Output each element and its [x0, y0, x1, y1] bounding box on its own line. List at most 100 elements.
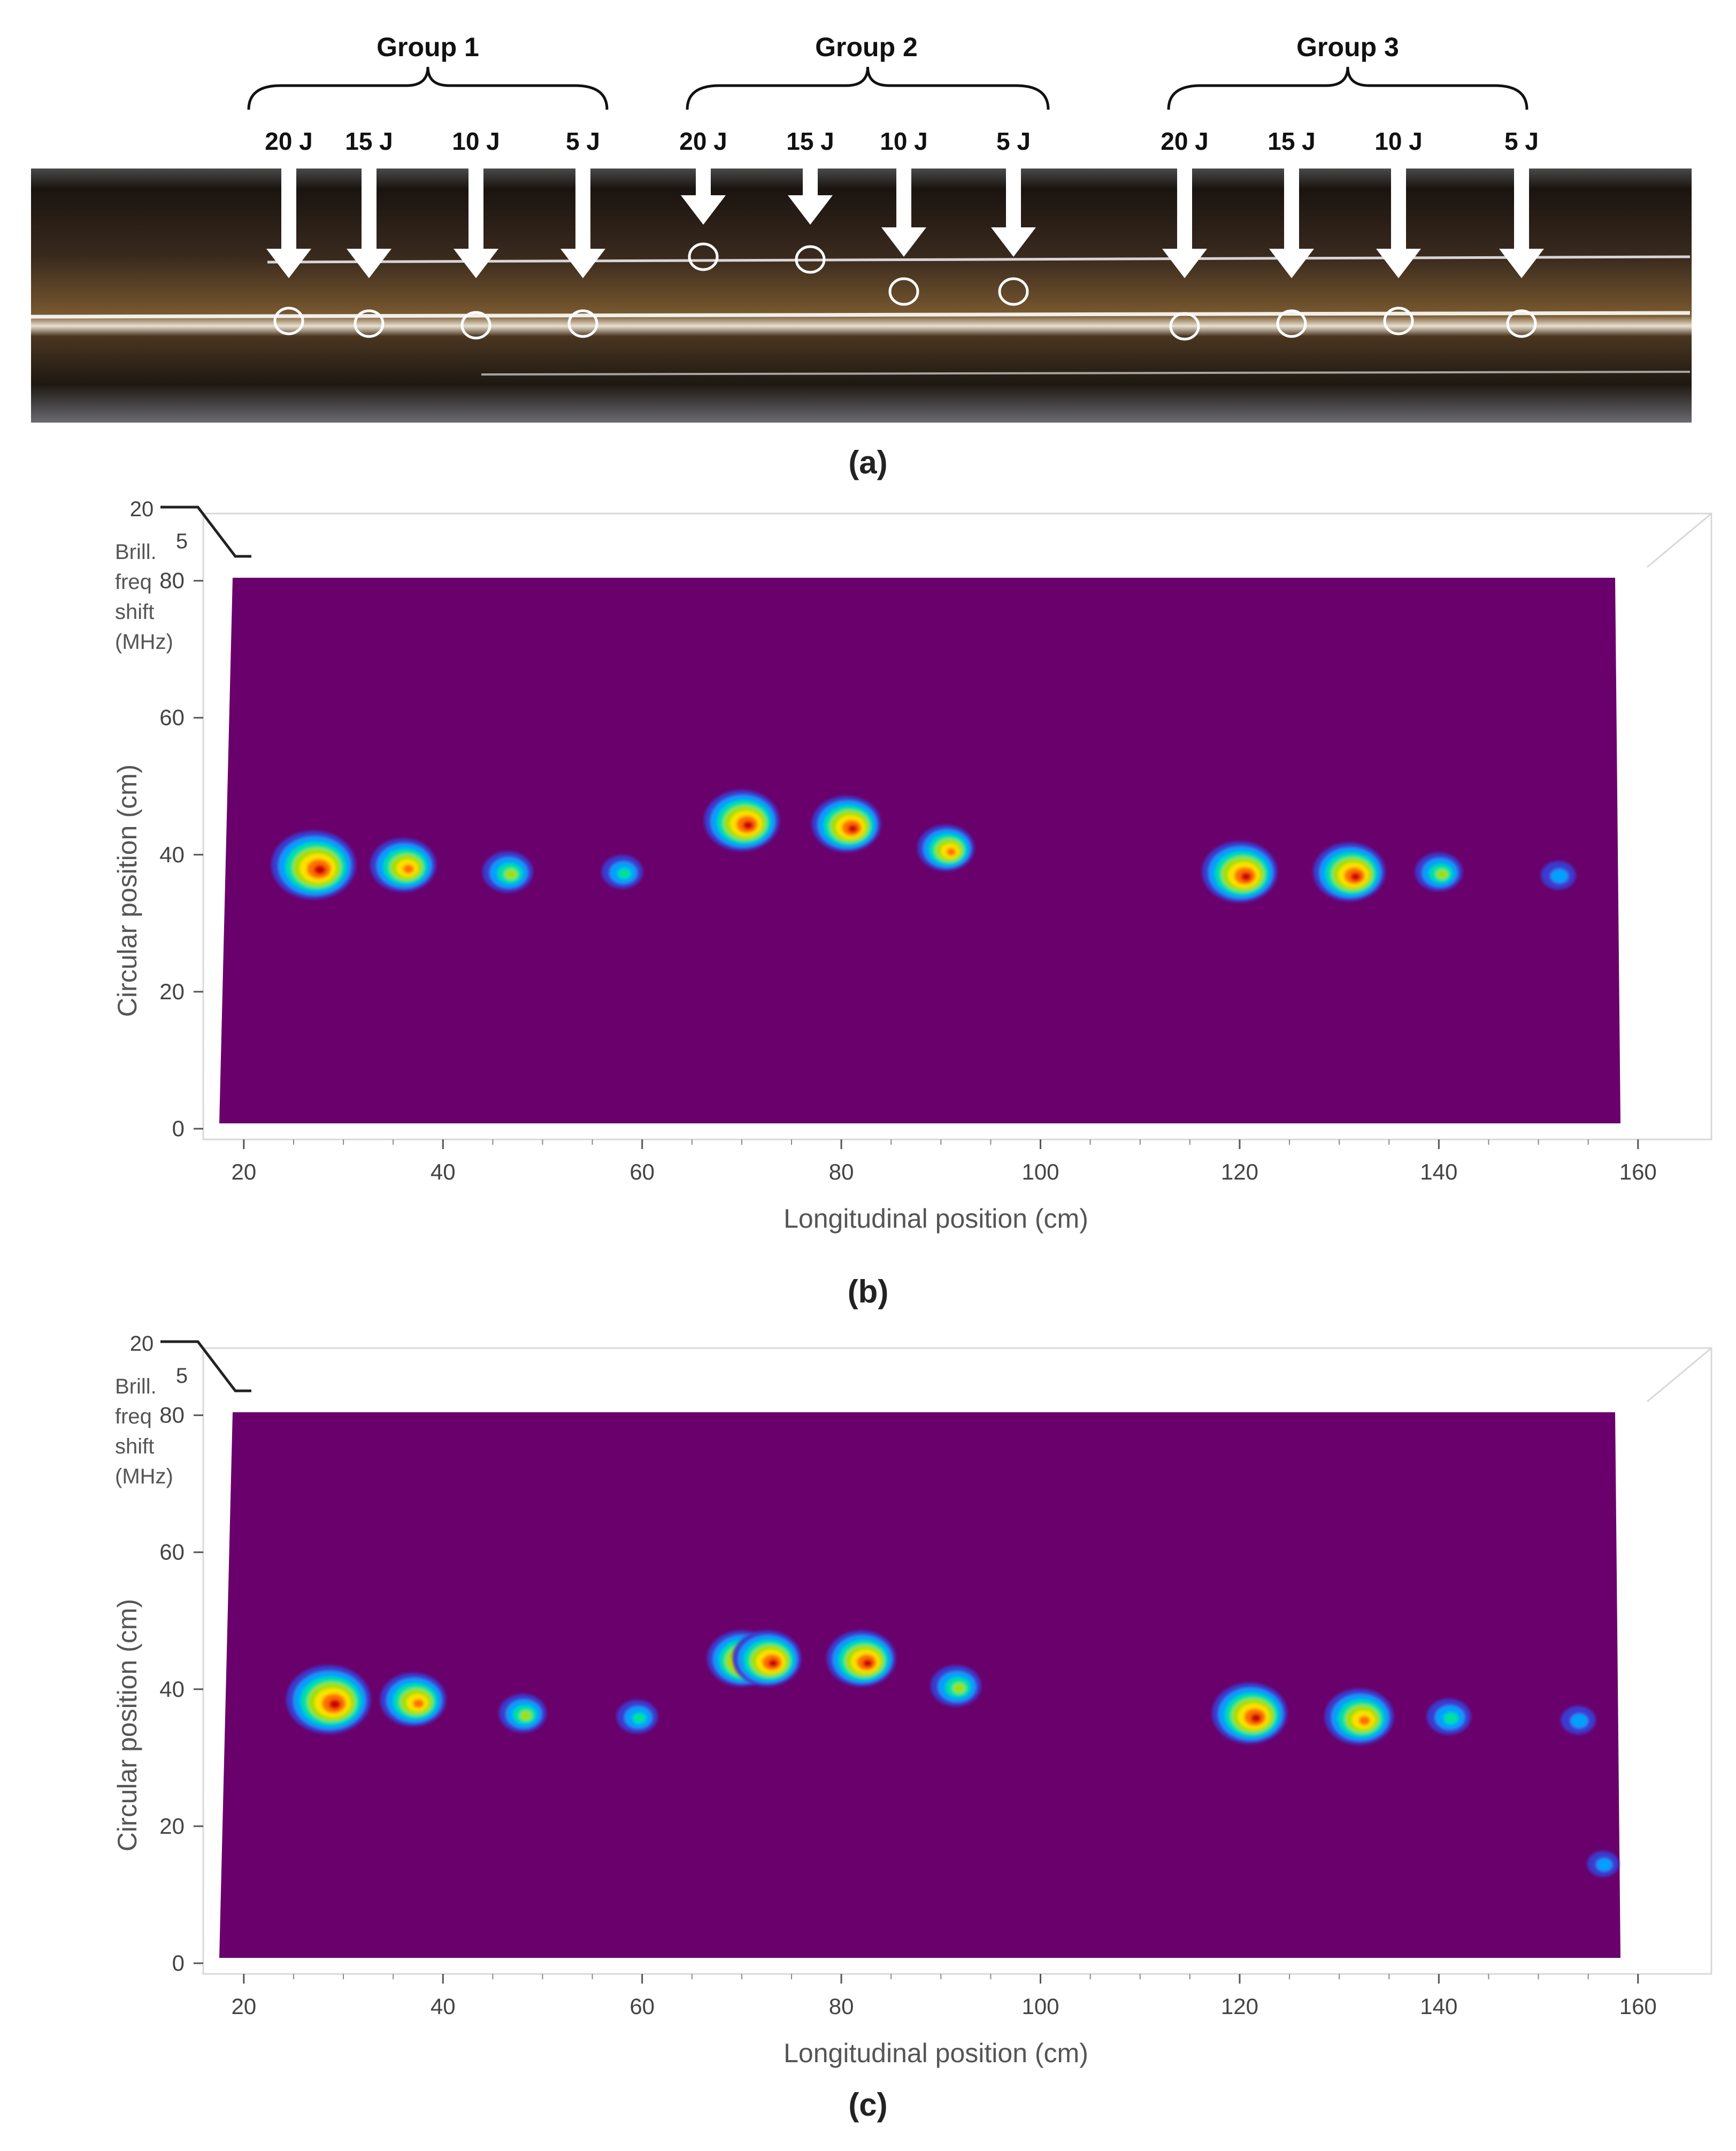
y-tick-label: 80	[159, 568, 185, 593]
heatmap-hotspot	[1313, 843, 1385, 901]
pipe-highlight-bottom	[481, 371, 1691, 376]
y-tick-label: 0	[172, 1950, 185, 1976]
x-axis-label: Longitudinal position (cm)	[783, 1204, 1088, 1234]
panel-label-a: (a)	[848, 445, 888, 480]
x-tick-label: 100	[1021, 1994, 1059, 2019]
group-bracket	[1167, 66, 1528, 110]
x-tick-label: 80	[829, 1994, 854, 2019]
x-tick-label: 140	[1420, 1994, 1457, 2019]
plot-box-outline	[202, 512, 1712, 1140]
y-tick-label: 40	[159, 842, 185, 867]
panel-label-c: (c)	[848, 2087, 888, 2123]
y-tick-label: 80	[159, 1403, 185, 1428]
impact-marking-circle	[688, 242, 719, 271]
heatmap-hotspot	[1325, 1688, 1394, 1745]
heatmap-hotspot	[1541, 861, 1576, 890]
y-tick-label: 60	[159, 705, 185, 730]
plot-box-outline	[202, 1347, 1712, 1975]
y-tick-label: 20	[159, 1813, 185, 1839]
x-tick-label: 160	[1619, 1159, 1657, 1184]
impact-arrow-icon	[1269, 169, 1314, 278]
impact-marking-circle	[1383, 307, 1414, 335]
x-axis-label: Longitudinal position (cm)	[783, 2038, 1088, 2068]
impact-marking-circle	[998, 277, 1029, 306]
impact-arrow-icon	[1376, 169, 1421, 278]
impact-arrow-icon	[881, 169, 926, 257]
impact-energy-label: 5 J	[566, 127, 600, 155]
heatmap-hotspot	[271, 831, 356, 899]
heatmap-hotspot	[931, 1665, 981, 1706]
pipe-photo: Group 1 20 J 15 J 10 J 5 J Group 2 20 J 15 J 10 …	[30, 32, 1692, 423]
heatmap-hotspot	[602, 855, 643, 889]
impact-marking-circle	[273, 307, 304, 335]
x-tick-label: 120	[1221, 1159, 1258, 1184]
impact-arrow-icon	[1162, 169, 1207, 278]
x-tick-label: 20	[232, 1159, 257, 1184]
colorbar-axis	[160, 1340, 251, 1392]
impact-arrow-icon	[788, 169, 833, 225]
group-label: Group 1	[377, 32, 479, 62]
impact-arrow-icon	[454, 169, 498, 278]
heatmap-hotspot	[812, 796, 881, 852]
y-tick-label: 40	[159, 1677, 185, 1702]
impact-energy-label: 20 J	[1161, 127, 1209, 155]
impact-marking-circle	[460, 311, 491, 340]
pipe-highlight-upper	[267, 255, 1691, 264]
x-tick-label: 80	[829, 1159, 854, 1184]
colorbar-axis	[160, 506, 251, 558]
impact-energy-label: 10 J	[1374, 127, 1423, 155]
heatmap-hotspot	[617, 1700, 658, 1734]
impact-energy-label: 20 J	[265, 127, 313, 155]
heatmap-hotspot	[1426, 1698, 1471, 1735]
group-brackets	[247, 66, 1528, 110]
impact-markings	[273, 242, 1537, 341]
colorbar-label: Brill. freq shift (MHz)	[115, 540, 173, 654]
impact-energy-label: 10 J	[452, 127, 500, 155]
x-tick-label: 120	[1221, 1994, 1258, 2019]
impact-marking-circle	[354, 309, 385, 338]
colorbar-tick-label: 5	[176, 1364, 188, 1388]
x-tick-label: 40	[431, 1994, 456, 2019]
impact-arrow-icon	[681, 169, 726, 225]
impact-energy-label: 15 J	[1268, 127, 1316, 155]
x-tick-label: 60	[629, 1994, 655, 2019]
impact-energy-label: 5 J	[996, 127, 1031, 155]
heatmap-hotspot	[286, 1665, 371, 1734]
impact-marking-circle	[567, 309, 598, 338]
impact-arrow-icon	[1499, 169, 1544, 278]
impact-arrow-icon	[266, 169, 311, 278]
panel-label-b: (b)	[847, 1274, 889, 1310]
photo-panel: Group 1 20 J 15 J 10 J 5 J Group 2 20 J 15 J 10 …	[0, 0, 1736, 439]
heatmap-hotspot	[482, 851, 533, 892]
heatmap-hotspot	[1561, 1706, 1596, 1734]
x-tick-label: 40	[431, 1159, 456, 1184]
impact-marking-circle	[1276, 309, 1307, 338]
heatmap-hotspot	[499, 1694, 547, 1733]
heatmap-hotspot	[732, 1631, 801, 1687]
colorbar-tick-label: 20	[130, 497, 154, 521]
y-tick-label: 60	[159, 1540, 185, 1565]
impact-marking-circle	[1169, 312, 1200, 341]
y-tick-label: 0	[172, 1116, 185, 1141]
y-axis-label: Circular position (cm)	[112, 764, 142, 1017]
x-tick-label: 60	[629, 1159, 655, 1184]
impact-energy-label: 15 J	[786, 127, 834, 155]
impact-marking-circle	[795, 245, 826, 274]
heatmap-hotspot	[1415, 853, 1463, 891]
heatmap-hotspot	[1212, 1682, 1287, 1744]
group-label: Group 3	[1296, 32, 1399, 62]
x-tick-label: 20	[232, 1994, 257, 2019]
group-bracket	[247, 66, 609, 110]
heatmap-hotspot	[917, 825, 974, 871]
colorbar-tick-label: 20	[130, 1332, 154, 1356]
heatmap-hotspot	[704, 790, 779, 851]
colorbar-label: Brill. freq shift (MHz)	[115, 1375, 173, 1488]
impact-energy-label: 10 J	[880, 127, 928, 155]
impact-marking-circle	[888, 277, 919, 306]
impact-energy-label: 5 J	[1504, 127, 1539, 155]
heatmap-background	[219, 1412, 1620, 1958]
colorbar-tick-label: 5	[176, 530, 188, 553]
heatmap-hotspot	[1202, 841, 1278, 902]
